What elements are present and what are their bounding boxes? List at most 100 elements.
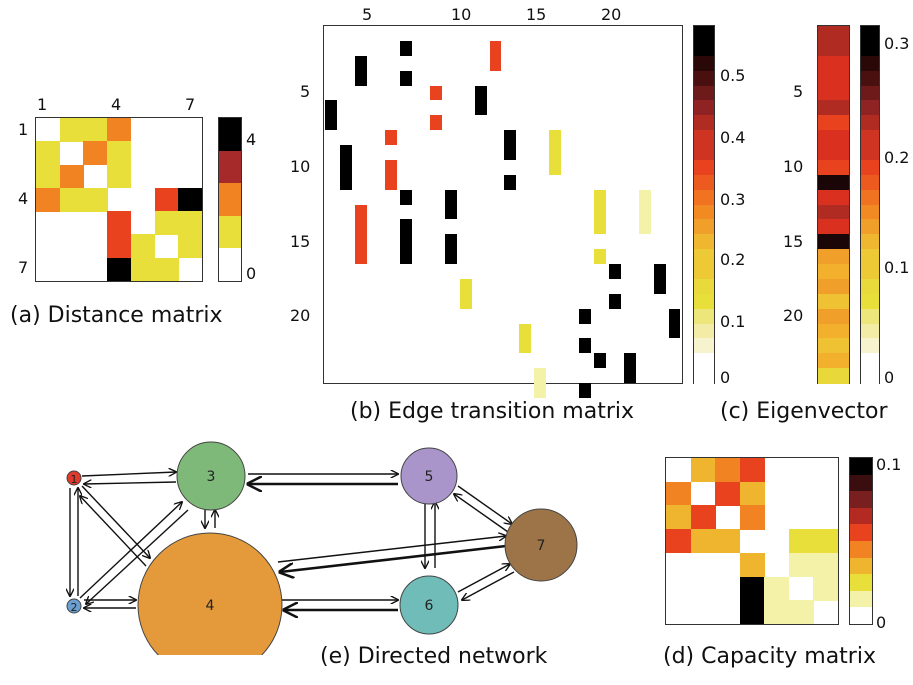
c-cbar-tick-0: 0 bbox=[884, 368, 895, 387]
caption-a: (a) Distance matrix bbox=[10, 303, 223, 328]
colorbar-step bbox=[219, 248, 241, 282]
eigenvector-heatmap bbox=[817, 25, 850, 384]
network-nodes bbox=[66, 441, 578, 655]
colorbar-step bbox=[861, 323, 879, 339]
node-label-4: 4 bbox=[206, 598, 215, 614]
distance-cell bbox=[154, 257, 179, 282]
transition-block bbox=[504, 174, 517, 190]
capacity-cell bbox=[739, 481, 765, 506]
capacity-colorbar bbox=[849, 457, 873, 625]
node-1 bbox=[66, 470, 82, 486]
transition-block bbox=[474, 85, 487, 116]
eigen-cell bbox=[818, 249, 849, 265]
distance-cell bbox=[107, 257, 132, 282]
transition-block bbox=[623, 353, 636, 383]
distance-cell bbox=[36, 187, 61, 212]
eigen-cell bbox=[818, 115, 849, 131]
a-col-tick-7: 7 bbox=[185, 95, 196, 114]
c-cbar-tick-0.3: 0.3 bbox=[884, 34, 910, 53]
capacity-cell bbox=[739, 505, 765, 530]
transition-block bbox=[504, 130, 517, 160]
directed-network-graph: 1 2 3 4 5 6 7 bbox=[0, 441, 578, 655]
capacity-cell bbox=[739, 458, 765, 483]
b-col-tick-10: 10 bbox=[451, 5, 472, 24]
eigen-cell bbox=[818, 204, 849, 220]
edge-transition-heatmap bbox=[323, 25, 683, 398]
a-row-tick-4: 4 bbox=[18, 189, 29, 208]
colorbar-step bbox=[694, 368, 714, 384]
eigen-cell bbox=[818, 308, 849, 324]
colorbar-step bbox=[694, 264, 714, 280]
colorbar-step bbox=[861, 219, 879, 235]
colorbar-step bbox=[861, 308, 879, 324]
a-cbar-tick-4: 4 bbox=[246, 130, 257, 149]
transition-block bbox=[400, 40, 412, 56]
colorbar-step bbox=[219, 118, 241, 152]
colorbar-step bbox=[861, 264, 879, 280]
colorbar-step bbox=[694, 219, 714, 235]
capacity-cell bbox=[739, 600, 765, 625]
transition-block bbox=[653, 264, 666, 294]
node-label-7: 7 bbox=[537, 538, 546, 554]
caption-e: (e) Directed network bbox=[320, 644, 548, 669]
network-edges bbox=[70, 472, 515, 610]
capacity-cell bbox=[715, 481, 741, 506]
a-row-tick-1: 1 bbox=[18, 120, 29, 139]
b-col-tick-20: 20 bbox=[601, 5, 622, 24]
capacity-cell bbox=[690, 458, 716, 483]
colorbar-step bbox=[219, 215, 241, 249]
colorbar-step bbox=[694, 174, 714, 191]
eigen-cell bbox=[818, 130, 849, 146]
distance-cell bbox=[59, 187, 84, 212]
transition-block bbox=[325, 100, 338, 131]
transition-block bbox=[579, 383, 591, 398]
b-cbar-tick-0.3: 0.3 bbox=[720, 190, 746, 209]
colorbar-step bbox=[694, 278, 714, 295]
distance-cell bbox=[178, 187, 203, 212]
colorbar-step bbox=[694, 70, 714, 86]
capacity-cell bbox=[739, 576, 765, 601]
node-label-2: 2 bbox=[71, 601, 78, 614]
colorbar-step bbox=[694, 204, 714, 220]
colorbar-step bbox=[694, 55, 714, 72]
b-cbar-tick-0.1: 0.1 bbox=[720, 312, 746, 331]
capacity-cell bbox=[788, 552, 814, 578]
eigen-cell bbox=[818, 85, 849, 101]
a-cbar-tick-0: 0 bbox=[246, 264, 257, 283]
distance-cell bbox=[154, 187, 179, 212]
colorbar-step bbox=[850, 491, 872, 509]
c-row-tick-5: 5 bbox=[793, 82, 804, 101]
colorbar-step bbox=[861, 115, 879, 131]
b-col-tick-15: 15 bbox=[526, 5, 547, 24]
colorbar-step bbox=[861, 130, 879, 146]
colorbar-step bbox=[861, 368, 879, 384]
colorbar-step bbox=[694, 353, 714, 369]
colorbar-step bbox=[694, 26, 714, 42]
distance-cell bbox=[36, 141, 61, 166]
eigen-cell bbox=[818, 278, 849, 295]
eigen-cell bbox=[818, 55, 849, 72]
colorbar-step bbox=[850, 607, 872, 625]
distance-cell bbox=[178, 211, 203, 235]
b-row-tick-5: 5 bbox=[300, 82, 311, 101]
transition-block bbox=[608, 293, 621, 309]
colorbar-step bbox=[861, 278, 879, 295]
colorbar-step bbox=[861, 174, 879, 191]
distance-cell bbox=[83, 187, 108, 212]
distance-cell bbox=[83, 141, 108, 166]
eigen-cell bbox=[818, 293, 849, 310]
capacity-cell bbox=[690, 505, 716, 530]
transition-block bbox=[400, 189, 412, 205]
node-2 bbox=[66, 598, 82, 614]
transition-block bbox=[668, 308, 681, 339]
b-cbar-tick-0.5: 0.5 bbox=[720, 66, 746, 85]
capacity-cell bbox=[764, 600, 790, 625]
eigen-cell bbox=[818, 368, 849, 384]
eigen-cell bbox=[818, 264, 849, 280]
colorbar-step bbox=[861, 145, 879, 161]
distance-cell bbox=[59, 118, 84, 142]
eigen-cell bbox=[818, 174, 849, 191]
eigen-cell bbox=[818, 159, 849, 176]
d-cbar-tick-0: 0 bbox=[876, 613, 887, 632]
distance-cell bbox=[154, 211, 179, 235]
